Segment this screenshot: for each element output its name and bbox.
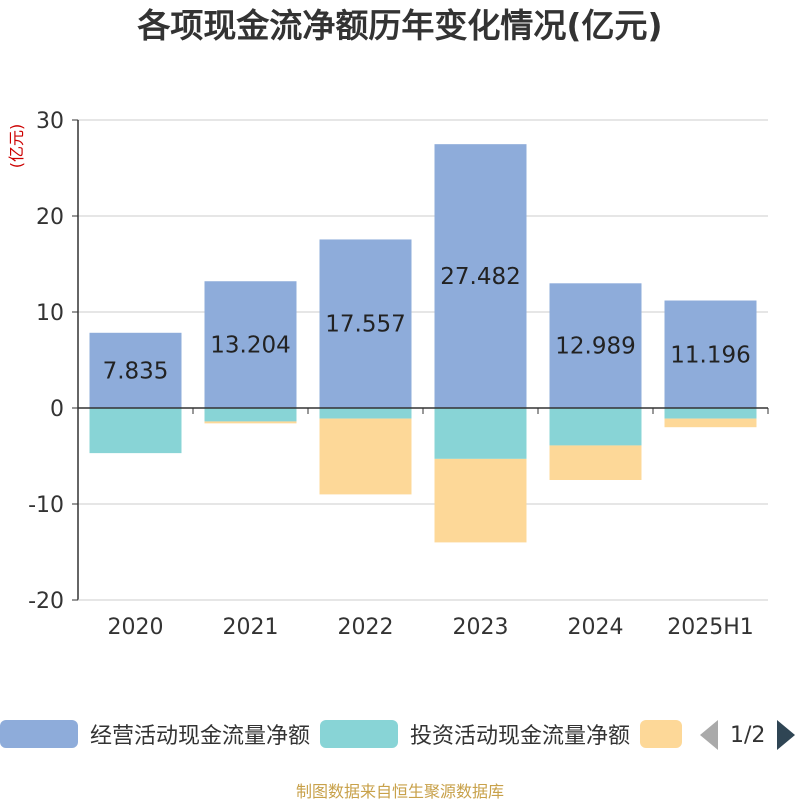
pager-next-arrow-icon[interactable] [777,720,796,750]
data-labels: 7.835 13.204 17.557 27.482 12.989 11.196 [103,264,751,384]
axes: -20 -10 0 10 20 30 2020 2021 2022 2023 2024 2025H1 [28,109,769,640]
bar-financing-2024[interactable] [549,445,642,480]
bar-financing-2025H1[interactable] [664,418,757,428]
y-axis-unit-label: (亿元) [7,124,26,169]
x-tick-label: 2022 [338,615,394,640]
legend: 经营活动现金流量净额 投资活动现金流量净额 1/2 [0,714,800,754]
bar-financing-2023[interactable] [434,458,527,543]
bar-operating-2024[interactable] [549,283,642,408]
y-tick-label: 30 [36,109,64,134]
data-label-operating-2022: 17.557 [325,312,405,338]
y-tick-label: -10 [28,493,64,518]
legend-swatch-operating [0,720,78,748]
x-tick-label: 2021 [223,615,279,640]
bar-investing-2023[interactable] [434,408,527,459]
bar-investing-2020[interactable] [89,408,182,454]
y-tick-label: 20 [36,205,64,230]
bar-operating-2021[interactable] [204,281,297,408]
source-note: 制图数据来自恒生聚源数据库 [295,782,504,801]
bars [89,144,757,543]
pager-page-text: 1/2 [730,722,766,748]
data-label-operating-2020: 7.835 [103,358,169,384]
legend-label-operating: 经营活动现金流量净额 [90,724,311,749]
x-tick-label: 2025H1 [667,615,754,640]
data-label-operating-2023: 27.482 [440,264,520,290]
legend-item-operating[interactable]: 经营活动现金流量净额 [0,720,311,749]
bar-operating-2025H1[interactable] [664,300,757,408]
bar-operating-2022[interactable] [319,239,412,408]
bar-investing-2025H1[interactable] [664,408,757,419]
pager-prev-arrow-icon[interactable] [700,720,718,750]
bar-financing-2022[interactable] [319,418,412,495]
bar-investing-2022[interactable] [319,408,412,419]
legend-pager: 1/2 [700,718,796,752]
legend-item-financing[interactable] [640,720,682,748]
legend-item-investing[interactable]: 投资活动现金流量净额 [320,720,631,749]
legend-swatch-investing [320,720,398,748]
legend-label-investing: 投资活动现金流量净额 [410,724,631,749]
data-label-operating-2021: 13.204 [210,333,290,359]
data-label-operating-2024: 12.989 [555,334,635,360]
chart-title: 各项现金流净额历年变化情况(亿元) [137,6,663,45]
data-label-operating-2025H1: 11.196 [670,342,750,368]
bar-operating-2020[interactable] [89,332,182,408]
bar-investing-2021[interactable] [204,408,297,422]
legend-swatch-financing [640,720,682,748]
bar-investing-2024[interactable] [549,408,642,446]
x-tick-label: 2024 [568,615,624,640]
bar-operating-2023[interactable] [434,144,527,409]
y-tick-label: 0 [50,397,64,422]
y-tick-label: -20 [28,589,64,614]
bar-financing-2021[interactable] [204,421,297,424]
x-tick-label: 2020 [108,615,164,640]
y-tick-label: 10 [36,301,64,326]
x-tick-label: 2023 [453,615,509,640]
